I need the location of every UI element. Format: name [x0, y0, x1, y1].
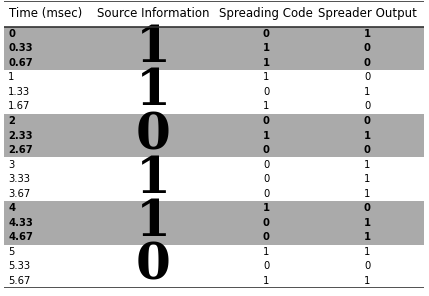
Bar — [4, 27, 424, 70]
Text: 0: 0 — [136, 242, 170, 291]
Text: 4: 4 — [8, 203, 15, 213]
Text: 0: 0 — [136, 111, 170, 160]
Text: 0: 0 — [263, 174, 269, 184]
Text: 1: 1 — [8, 73, 15, 82]
Text: 1: 1 — [364, 174, 370, 184]
Text: 0: 0 — [8, 29, 15, 39]
Text: 1: 1 — [363, 232, 371, 242]
Text: Spreading Code: Spreading Code — [220, 7, 313, 20]
Text: 1: 1 — [363, 29, 371, 39]
Text: 0: 0 — [364, 73, 370, 82]
Text: 0: 0 — [263, 160, 269, 170]
Text: 0: 0 — [263, 189, 269, 199]
Text: 0: 0 — [364, 58, 371, 68]
Text: 1: 1 — [364, 276, 370, 286]
Text: 0: 0 — [263, 261, 269, 271]
Text: 3.33: 3.33 — [8, 174, 30, 184]
Text: 5.33: 5.33 — [8, 261, 30, 271]
Text: 0: 0 — [364, 145, 371, 155]
Text: 0: 0 — [364, 261, 370, 271]
Text: 1: 1 — [263, 43, 270, 53]
Text: 1: 1 — [363, 218, 371, 228]
Text: 2.67: 2.67 — [8, 145, 33, 155]
Text: Time (msec): Time (msec) — [9, 7, 83, 20]
Bar — [4, 114, 424, 157]
Text: 0: 0 — [364, 116, 371, 126]
Text: 0: 0 — [263, 232, 270, 242]
Text: 0: 0 — [364, 102, 370, 112]
Text: 1: 1 — [263, 73, 269, 82]
Text: 1: 1 — [263, 276, 269, 286]
Text: Source Information: Source Information — [97, 7, 209, 20]
Text: 1: 1 — [136, 155, 170, 204]
Text: 1: 1 — [364, 87, 370, 97]
Text: 0.67: 0.67 — [8, 58, 33, 68]
Text: 0: 0 — [364, 203, 371, 213]
Text: 1: 1 — [136, 198, 170, 247]
Text: 2.33: 2.33 — [8, 131, 33, 141]
Text: 4.33: 4.33 — [8, 218, 33, 228]
Text: 3: 3 — [8, 160, 15, 170]
Text: 4.67: 4.67 — [8, 232, 33, 242]
Text: 2: 2 — [8, 116, 15, 126]
Text: 1: 1 — [364, 247, 370, 257]
Text: 5.67: 5.67 — [8, 276, 30, 286]
Text: 1: 1 — [363, 131, 371, 141]
Text: 1.67: 1.67 — [8, 102, 30, 112]
Text: 1: 1 — [263, 58, 270, 68]
Text: 0: 0 — [364, 43, 371, 53]
Text: 1: 1 — [364, 189, 370, 199]
Text: 0: 0 — [263, 87, 269, 97]
Text: 1: 1 — [364, 160, 370, 170]
Text: 0: 0 — [263, 145, 270, 155]
Bar — [4, 201, 424, 244]
Text: 5: 5 — [8, 247, 15, 257]
Text: 0: 0 — [263, 218, 270, 228]
Text: 0: 0 — [263, 29, 270, 39]
Text: 3.67: 3.67 — [8, 189, 30, 199]
Text: 1.33: 1.33 — [8, 87, 30, 97]
Text: 0: 0 — [263, 116, 270, 126]
Text: 1: 1 — [263, 102, 269, 112]
Text: 0.33: 0.33 — [8, 43, 33, 53]
Text: 1: 1 — [263, 203, 270, 213]
Text: 1: 1 — [136, 67, 170, 116]
Text: 1: 1 — [263, 247, 269, 257]
Text: 1: 1 — [136, 24, 170, 73]
Text: 1: 1 — [263, 131, 270, 141]
Text: Spreader Output: Spreader Output — [317, 7, 417, 20]
